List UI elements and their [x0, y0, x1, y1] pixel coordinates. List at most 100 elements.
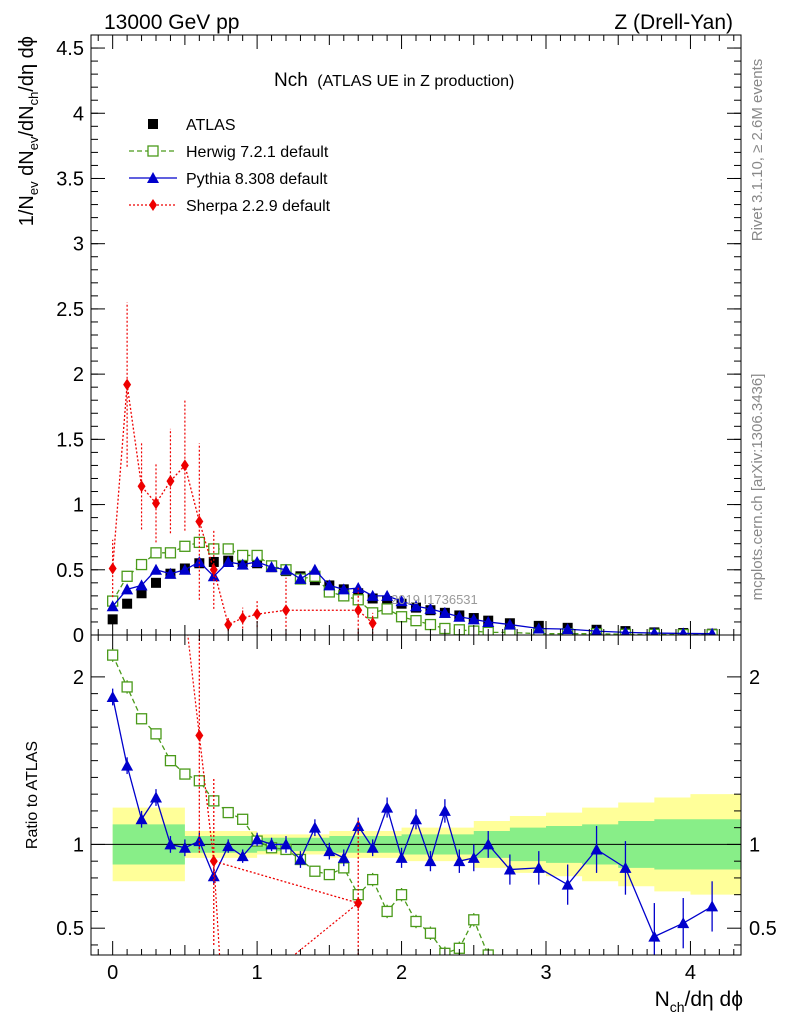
- pythia-marker-31: [619, 861, 632, 873]
- data-marker-legend: [148, 119, 158, 129]
- x-tick-label: 0: [107, 962, 118, 984]
- series-pythia: [106, 555, 717, 635]
- pythia-marker-24: [453, 855, 466, 867]
- y-tick-label: 3.5: [56, 168, 84, 190]
- ratio-series-herwig: [107, 648, 494, 955]
- pythia-marker-17: [352, 582, 365, 594]
- sherpa-ratio-line-extra: [293, 902, 359, 955]
- herwig-marker-18: [367, 873, 379, 886]
- pythia-marker-23: [438, 606, 451, 618]
- x-tick-label: 1: [252, 962, 263, 984]
- pythia-marker-15: [323, 579, 336, 591]
- herwig-marker-4: [164, 547, 177, 559]
- pythia-marker-1: [121, 759, 134, 771]
- ratio-plot-data: [91, 635, 741, 955]
- energy-label: 13000 GeV pp: [104, 11, 239, 34]
- legend-entry-herwig: Herwig 7.2.1 default: [129, 144, 329, 161]
- pythia-marker-13: [294, 572, 307, 584]
- herwig-marker-8: [222, 543, 234, 555]
- y-tick-label-right: 2: [749, 667, 760, 689]
- sherpa-marker-legend: [149, 199, 157, 211]
- pythia-marker-33: [677, 917, 690, 929]
- sherpa-marker-0: [108, 562, 117, 575]
- herwig-marker-9: [237, 813, 249, 825]
- pythia-marker-10: [251, 555, 264, 567]
- herwig-marker-2: [135, 558, 148, 571]
- pythia-marker-20: [395, 851, 408, 863]
- pythia-marker-34: [706, 900, 719, 912]
- ratio-plot-axes: 0.5 0.5 1 1 2 2 0 1 2 3 4: [56, 635, 777, 984]
- legend-entry-pythia: Pythia 8.308 default: [129, 171, 328, 188]
- herwig-marker-5: [179, 768, 191, 780]
- pythia-marker-30: [591, 625, 602, 635]
- main-y-axis-label: 1/Nev dNev/dNch/dη dϕ: [16, 36, 41, 226]
- y-tick-label: 4: [73, 103, 84, 125]
- pythia-marker-33: [679, 627, 688, 635]
- y-tick-label-right: 0.5: [749, 918, 777, 940]
- data-marker-19: [382, 596, 393, 607]
- pythia-marker-32: [649, 627, 659, 635]
- sherpa-marker-13: [368, 617, 377, 630]
- pythia-marker-3: [150, 563, 162, 575]
- legend-label: Pythia 8.308 default: [186, 171, 328, 188]
- herwig-marker-4: [164, 755, 177, 767]
- pythia-marker-31: [620, 626, 631, 635]
- y-tick-label: 2: [73, 364, 84, 386]
- pythia-marker-28: [532, 861, 545, 873]
- ratio-plot-panel: 0.5 0.5 1 1 2 2 0 1 2 3 4 Ratio to ATLAS Nch/dη dϕ: [24, 634, 777, 1015]
- herwig-marker-19: [381, 603, 393, 615]
- herwig-marker-legend: [147, 145, 159, 157]
- pythia-marker-29: [561, 878, 574, 890]
- herwig-marker-14: [309, 865, 321, 877]
- pythia-marker-0: [106, 600, 119, 612]
- pythia-marker-19: [381, 801, 394, 813]
- pythia-marker-8: [222, 555, 235, 567]
- rivet-version-label: Rivet 3.1.10, ≥ 2.6M events: [749, 59, 766, 242]
- herwig-marker-21: [410, 615, 422, 627]
- sherpa-marker-12: [354, 604, 363, 617]
- x-tick-label: 3: [540, 962, 551, 984]
- pythia-marker-14: [308, 821, 321, 833]
- herwig-marker-3: [150, 547, 162, 559]
- pythia-marker-25: [467, 613, 480, 625]
- ratio-series-sherpa: [195, 635, 363, 955]
- plot-title-sub: (ATLAS UE in Z production): [317, 73, 514, 90]
- pythia-marker-18: [366, 589, 379, 601]
- pythia-marker-22: [424, 855, 437, 867]
- herwig-marker-0: [107, 649, 119, 661]
- pythia-marker-28: [532, 622, 545, 634]
- pythia-marker-19: [381, 589, 394, 601]
- sherpa-marker-1: [123, 378, 132, 391]
- pythia-marker-3: [150, 791, 162, 803]
- legend: ATLAS Herwig 7.2.1 default Pythia 8.308 de…: [129, 117, 331, 215]
- pythia-marker-6: [193, 555, 206, 567]
- sherpa-marker-3: [152, 497, 160, 510]
- main-plot-axes: 0 0.5 1 1.5 2 2.5 3 3.5 4 4.5: [56, 34, 741, 647]
- herwig-marker-22: [424, 927, 437, 939]
- herwig-marker-20: [395, 611, 408, 623]
- pythia-marker-15: [323, 845, 336, 857]
- pythia-marker-11: [265, 561, 278, 573]
- sherpa-marker-4: [166, 475, 175, 488]
- sherpa-ratio-line-extra2: [187, 635, 200, 736]
- pythia-marker-9: [236, 558, 249, 570]
- herwig-marker-1: [121, 570, 133, 582]
- sherpa-marker-8: [224, 618, 233, 631]
- pythia-marker-26: [482, 838, 495, 850]
- main-plot-data: [106, 302, 718, 635]
- pythia-marker-5: [178, 841, 191, 853]
- pythia-marker-20: [395, 595, 408, 607]
- sherpa-marker-7: [209, 563, 218, 576]
- herwig-marker-8: [222, 806, 234, 819]
- pythia-marker-2: [135, 813, 148, 825]
- pythia-marker-11: [265, 838, 278, 850]
- pythia-marker-4: [164, 567, 177, 579]
- pythia-marker-29: [561, 623, 574, 635]
- watermark: 2019 I1736531: [391, 592, 478, 607]
- plot-title: Nch (ATLAS UE in Z production): [274, 70, 514, 91]
- data-marker-1: [122, 598, 133, 609]
- series-sherpa: [108, 302, 377, 635]
- pythia-marker-26: [482, 615, 495, 627]
- herwig-marker-22: [424, 618, 437, 631]
